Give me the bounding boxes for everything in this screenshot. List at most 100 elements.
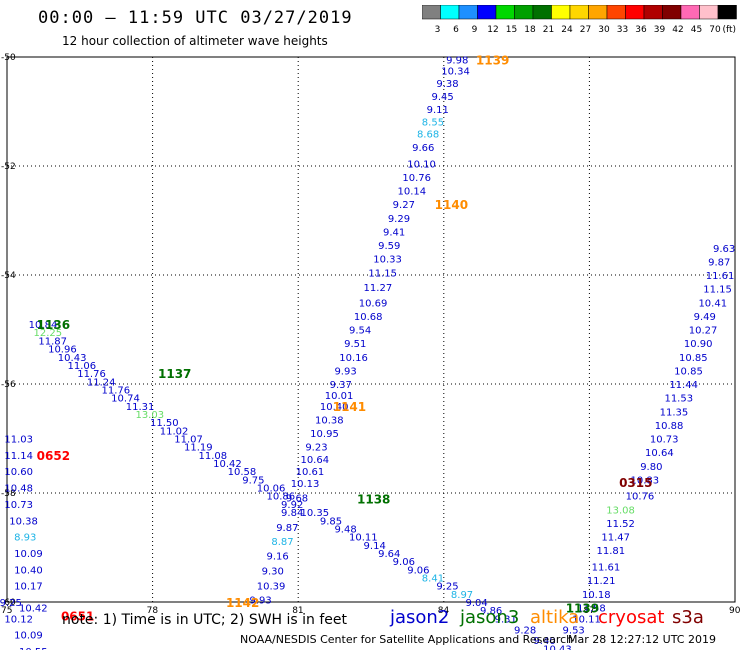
scale-label: 6	[453, 25, 459, 35]
wave-height-value: 11.53	[664, 394, 693, 405]
pass-time-label: 1142	[226, 596, 259, 610]
wave-height-value: 9.25	[0, 598, 22, 609]
wave-height-value: 9.48	[334, 524, 356, 535]
wave-height-value: 10.96	[48, 345, 77, 356]
wave-height-value: 10.73	[650, 435, 679, 446]
wave-height-value: 10.09	[14, 631, 43, 642]
wave-height-value: 10.09	[14, 549, 43, 560]
latitude-tick-label: -50	[1, 53, 16, 63]
wave-height-value: 10.35	[300, 508, 329, 519]
wave-height-value: 10.42	[19, 603, 48, 614]
wave-height-value: 10.11	[572, 614, 601, 625]
wave-height-value: 11.03	[4, 435, 33, 446]
map-subtitle: 12 hour collection of altimeter wave hei…	[62, 34, 328, 48]
wave-height-value: 9.59	[378, 241, 400, 252]
wave-height-value: 9.93	[334, 366, 356, 377]
wave-height-value: 11.02	[160, 426, 189, 437]
wave-height-value: 10.42	[213, 459, 242, 470]
wave-height-value: 10.01	[325, 391, 354, 402]
wave-height-value: 9.41	[383, 227, 405, 238]
wave-height-value: 8.68	[417, 129, 439, 140]
scale-label: 21	[543, 25, 554, 35]
scale-label: 70	[709, 25, 721, 35]
wave-height-value: 9.04	[465, 598, 487, 609]
wave-height-value: 10.43	[543, 644, 572, 650]
wave-height-value: 10.43	[58, 353, 87, 364]
wave-height-value: 11.14	[4, 451, 33, 462]
scale-label: 9	[472, 25, 478, 35]
wave-height-value: 10.41	[698, 298, 727, 309]
wave-height-value: 10.85	[679, 353, 708, 364]
wave-height-value: 8.87	[271, 537, 293, 548]
latitude-tick-label: -56	[1, 380, 16, 390]
wave-height-value: 9.14	[364, 541, 386, 552]
scale-swatch	[717, 5, 737, 20]
axis-tick-labels: 75 78 81 84 87 90 -50 -52 -54 -56 -58 -60	[1, 53, 740, 616]
wave-height-value: 10.95	[310, 429, 339, 440]
latitude-tick-label: -60	[1, 598, 16, 608]
wave-height-value: 9.23	[305, 443, 327, 454]
wave-height-value: 10.33	[373, 255, 402, 266]
wave-height-value: 10.61	[296, 467, 325, 478]
wave-height-value: 13.03	[135, 410, 164, 421]
wave-height-value: 9.84	[281, 508, 303, 519]
wave-height-value: 10.18	[582, 590, 611, 601]
wave-height-value: 9.85	[320, 516, 342, 527]
wave-height-value: 9.80	[640, 462, 662, 473]
wave-height-value: 9.16	[266, 552, 288, 563]
wave-height-value: 10.86	[266, 492, 295, 503]
wave-height-value: 11.31	[126, 402, 155, 413]
wave-height-value: 9.64	[378, 549, 400, 560]
wave-height-value: 11.27	[364, 283, 393, 294]
wave-height-value: 9.27	[393, 200, 415, 211]
longitude-tick-label: 90	[729, 606, 740, 616]
wave-height-value: 10.34	[441, 67, 470, 78]
wave-height-value: 9.87	[276, 523, 298, 534]
pass-time-label: 1139	[566, 601, 599, 615]
wave-height-value: 10.10	[407, 159, 436, 170]
map-title: 00:00 – 11:59 UTC 03/27/2019	[38, 8, 353, 28]
wave-height-value: 11.52	[606, 519, 635, 530]
longitude-tick-label: 84	[438, 606, 450, 616]
wave-height-value: 9.25	[436, 582, 458, 593]
wave-height-value: 9.38	[436, 79, 458, 90]
wave-height-value: 11.15	[368, 268, 397, 279]
wave-height-value: 9.45	[432, 92, 454, 103]
wave-height-value: 8.55	[422, 117, 444, 128]
wave-height-value: 11.07	[174, 435, 203, 446]
wave-height-value: 10.40	[320, 402, 349, 413]
wave-height-value: 10.90	[684, 339, 713, 350]
legend-jason3: jason3	[460, 607, 520, 628]
wave-height-value: 9.31	[495, 614, 517, 625]
wave-height-value: 10.16	[339, 353, 368, 364]
legend-altika: altika	[530, 607, 580, 628]
wave-height-value: 11.47	[601, 533, 630, 544]
scale-label: 18	[524, 25, 536, 35]
wave-height-value: 10.85	[674, 366, 703, 377]
longitude-tick-label: 78	[147, 606, 159, 616]
wave-height-value: 10.55	[19, 647, 48, 650]
wave-height-value: 10.73	[4, 500, 33, 511]
longitude-tick-label: 81	[292, 606, 303, 616]
wave-height-value: 8.97	[451, 590, 473, 601]
scale-label: 39	[654, 25, 666, 35]
wave-height-value: 11.76	[77, 369, 106, 380]
pass-time-label: 1136	[37, 318, 70, 332]
legend-s3a: s3a	[672, 607, 704, 628]
pass-time-label: 1137	[158, 367, 191, 381]
wave-height-value: 11.76	[101, 385, 130, 396]
wave-height-value: 9.40	[533, 636, 555, 647]
scale-label: 3	[435, 25, 441, 35]
scale-label: 33	[617, 25, 628, 35]
wave-height-value: 9.11	[427, 105, 449, 116]
wave-height-value: 10.27	[689, 326, 718, 337]
wave-height-value: 9.49	[694, 312, 716, 323]
legend-cryosat: cryosat	[598, 607, 665, 628]
credit-line: NOAA/NESDIS Center for Satellite Applica…	[240, 633, 574, 646]
wave-height-value: 9.29	[388, 214, 410, 225]
scale-unit: (ft)	[723, 25, 737, 35]
wave-height-value: 10.76	[402, 173, 431, 184]
pass-time-label: 0652	[37, 449, 70, 463]
wave-height-value: 8.93	[14, 533, 36, 544]
